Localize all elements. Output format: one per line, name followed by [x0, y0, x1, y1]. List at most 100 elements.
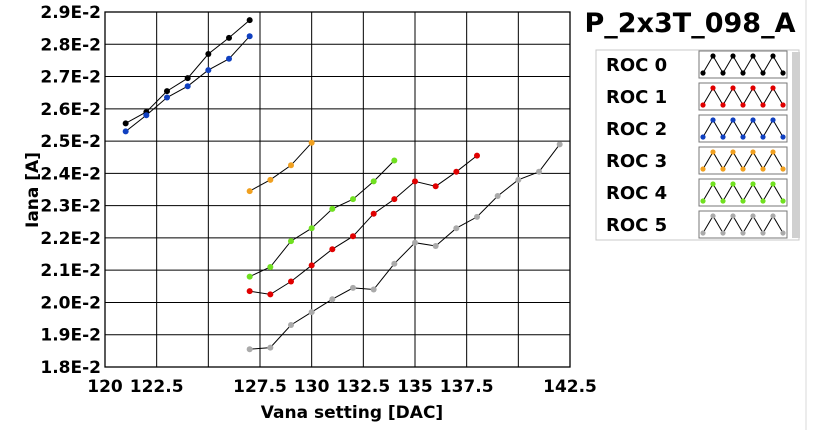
legend-swatch-marker: [760, 102, 766, 108]
legend-swatch-marker: [770, 181, 776, 187]
legend-swatch-marker: [750, 181, 756, 187]
legend-swatch-marker: [710, 181, 716, 187]
legend-swatch-marker: [760, 198, 766, 204]
data-point: [494, 192, 501, 199]
series-roc-3: [246, 139, 315, 195]
x-tick-label: 120: [87, 377, 123, 397]
data-point: [184, 83, 191, 90]
y-tick-label: 2.5E-2: [40, 132, 101, 152]
x-axis-tick-labels: 120 122.5 127.5 130 132.5 135 137.5 142.5: [87, 377, 597, 397]
legend-swatch-marker: [730, 149, 736, 155]
y-tick-label: 2.1E-2: [40, 261, 101, 281]
legend-swatch-marker: [770, 85, 776, 91]
data-point: [329, 205, 336, 212]
legend-swatch-marker: [760, 134, 766, 140]
legend-swatch-marker: [700, 134, 706, 140]
legend-label: ROC 0: [606, 55, 667, 76]
data-point: [267, 263, 274, 270]
data-point: [246, 346, 253, 353]
chart-title: P_2x3T_098_A: [585, 8, 796, 39]
legend-swatch-marker: [720, 134, 726, 140]
legend-swatch-marker: [710, 213, 716, 219]
legend-swatch-marker: [750, 117, 756, 123]
data-point: [246, 273, 253, 280]
data-point: [122, 128, 129, 135]
data-point: [370, 286, 377, 293]
legend-label: ROC 2: [606, 119, 667, 140]
series-line: [249, 160, 395, 278]
legend-swatch-marker: [760, 166, 766, 172]
data-point: [205, 67, 212, 74]
series-line: [249, 142, 313, 192]
data-point: [164, 88, 170, 95]
series-line: [249, 155, 478, 295]
data-point: [453, 168, 460, 175]
legend-item: ROC 2: [606, 114, 788, 143]
legend-swatch-marker: [700, 166, 706, 172]
y-axis-label: Iana [A]: [23, 152, 43, 228]
data-point: [474, 213, 480, 220]
series-roc-5: [246, 141, 563, 353]
x-axis-label: Vana setting [DAC]: [261, 403, 443, 423]
data-point: [329, 246, 336, 253]
x-tick-label: 135: [397, 377, 433, 397]
y-tick-label: 2.9E-2: [40, 3, 101, 23]
legend-swatch-marker: [720, 70, 726, 76]
legend-swatch-marker: [720, 166, 726, 172]
grid-lines: [104, 11, 571, 368]
data-point: [288, 162, 294, 169]
legend-swatch-marker: [700, 70, 706, 76]
y-tick-label: 2.6E-2: [40, 100, 101, 120]
legend-swatch-marker: [770, 53, 776, 59]
data-point: [246, 288, 253, 295]
legend-swatch-marker: [710, 53, 716, 59]
legend-swatch-marker: [700, 198, 706, 204]
data-point: [288, 322, 294, 329]
data-point: [308, 309, 315, 316]
legend-swatch-marker: [740, 198, 746, 204]
data-point: [267, 291, 274, 298]
series-roc-2: [122, 33, 253, 135]
y-tick-label: 2.7E-2: [40, 68, 101, 88]
data-point: [474, 152, 480, 159]
legend-scrollbar[interactable]: [792, 52, 800, 238]
data-point: [432, 183, 439, 190]
legend-swatch-marker: [730, 53, 736, 59]
legend-item: ROC 5: [606, 210, 788, 239]
data-point: [515, 176, 522, 183]
y-tick-label: 2.3E-2: [40, 197, 101, 217]
x-tick-label: 130: [294, 377, 330, 397]
legend-swatch-marker: [720, 230, 726, 236]
legend-swatch-marker: [730, 181, 736, 187]
data-point: [432, 242, 439, 249]
legend-item: ROC 1: [606, 82, 788, 111]
data-point: [205, 50, 212, 57]
x-tick-label: 142.5: [543, 377, 597, 397]
series-line: [249, 143, 561, 350]
data-point: [226, 34, 232, 41]
y-tick-label: 2.0E-2: [40, 293, 101, 313]
legend-swatch-marker: [750, 213, 756, 219]
legend-swatch-marker: [710, 85, 716, 91]
series-line: [125, 19, 251, 124]
legend-swatch-marker: [770, 213, 776, 219]
y-axis-tick-labels: 1.8E-2 1.9E-2 2.0E-2 2.1E-2 2.2E-2 2.3E-2 2.4E…: [40, 3, 101, 378]
data-point: [246, 17, 253, 24]
data-point: [391, 196, 398, 203]
legend-swatch-marker: [730, 213, 736, 219]
legend-label: ROC 3: [606, 151, 667, 172]
data-point: [556, 141, 563, 148]
legend-swatch-marker: [780, 134, 786, 140]
data-point: [370, 210, 377, 217]
data-point: [350, 233, 356, 240]
legend-swatch-marker: [740, 102, 746, 108]
data-point: [536, 168, 542, 175]
data-point: [329, 296, 336, 303]
series-roc-0: [122, 17, 253, 127]
data-point: [143, 112, 150, 119]
legend-swatch-marker: [750, 53, 756, 59]
data-point: [453, 225, 460, 232]
legend-item: ROC 4: [606, 178, 788, 207]
data-point: [391, 260, 398, 267]
